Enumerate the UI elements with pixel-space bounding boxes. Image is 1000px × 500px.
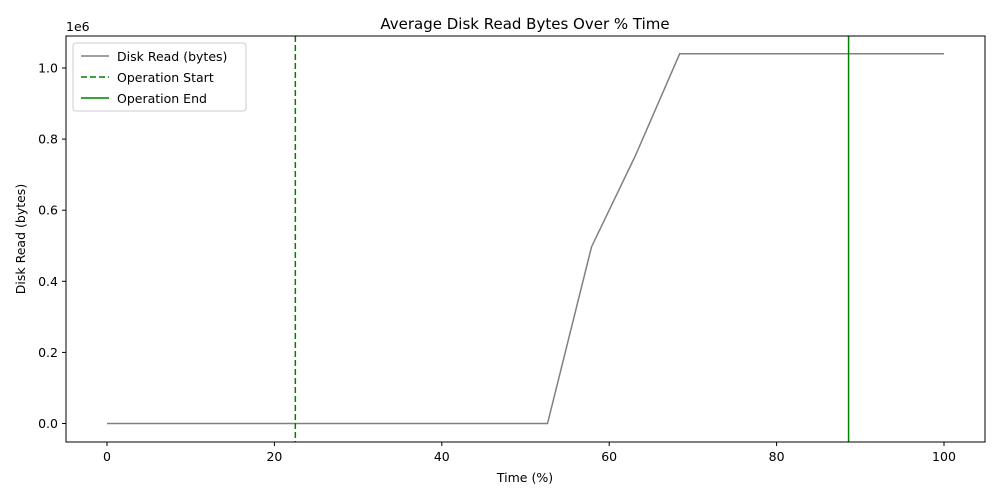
x-tick-label: 40: [434, 449, 450, 464]
x-axis-label: Time (%): [496, 470, 553, 485]
x-tick-label: 80: [769, 449, 785, 464]
y-tick-label: 1.0: [38, 60, 58, 75]
chart-title: Average Disk Read Bytes Over % Time: [380, 15, 669, 33]
plot-frame: [65, 35, 986, 443]
y-axis-offset-label: 1e6: [66, 19, 90, 34]
legend-box: [72, 42, 247, 112]
plot-area: [107, 36, 944, 442]
y-tick-label: 0.0: [38, 416, 58, 431]
x-tick-label: 0: [103, 449, 111, 464]
x-axis-ticks: 0 20 40 60 80 100: [103, 442, 956, 464]
legend: Disk Read (bytes) Operation Start Operat…: [72, 42, 247, 112]
legend-label-disk-read: Disk Read (bytes): [117, 49, 227, 64]
x-tick-label: 20: [266, 449, 282, 464]
x-tick-label: 60: [601, 449, 617, 464]
series-line-disk-read: [107, 53, 944, 425]
legend-label-operation-start: Operation Start: [117, 70, 214, 85]
legend-label-operation-end: Operation End: [117, 91, 207, 106]
y-tick-label: 0.8: [38, 132, 58, 147]
y-axis-label: Disk Read (bytes): [13, 184, 28, 294]
y-axis-ticks: 0.0 0.2 0.4 0.6 0.8 1.0: [38, 60, 66, 431]
x-tick-label: 100: [932, 449, 956, 464]
y-tick-label: 0.6: [38, 203, 58, 218]
y-tick-label: 0.2: [38, 345, 58, 360]
y-tick-label: 0.4: [38, 274, 58, 289]
